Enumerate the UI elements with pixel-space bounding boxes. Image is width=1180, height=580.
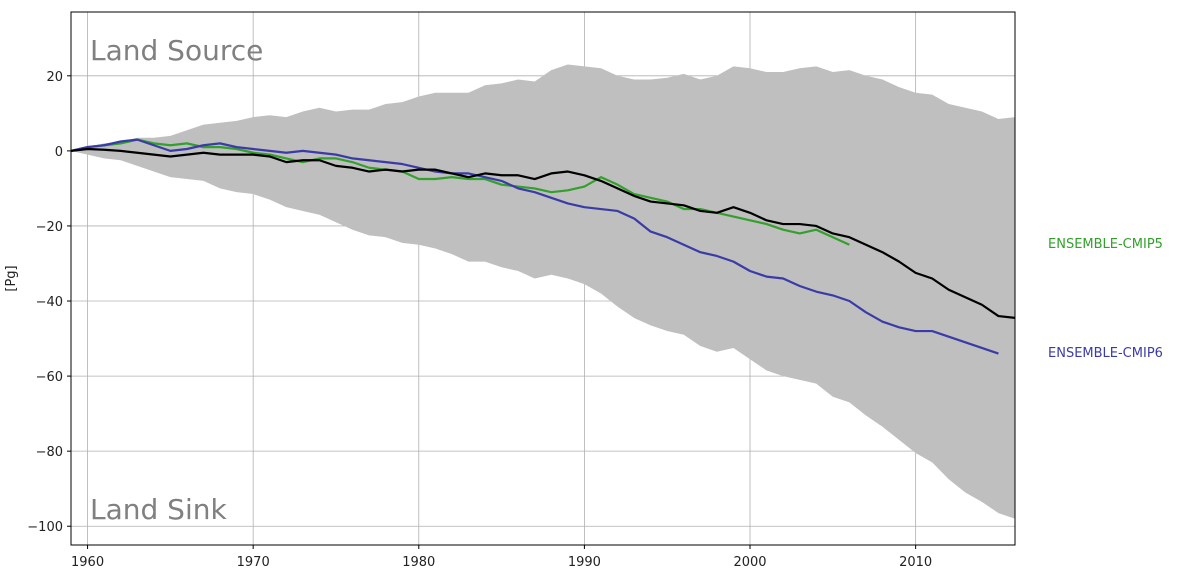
- y-tick-label: −100: [27, 520, 63, 535]
- ticks: 1960 1970 1980 1990 2000 2010 20 0 −20 −40 −60 −80 −…: [27, 70, 932, 570]
- y-tick-label: 20: [46, 70, 63, 85]
- axes-frame: [70, 11, 1016, 546]
- y-tick-label: −80: [36, 445, 63, 460]
- uncertainty-band-area: [71, 64, 1015, 519]
- x-tick-label: 1970: [237, 555, 270, 570]
- x-tick-label: 1990: [568, 555, 601, 570]
- x-tick-label: 2000: [733, 555, 766, 570]
- land-source-annotation: Land Source: [90, 34, 263, 67]
- x-tick-label: 1980: [402, 555, 435, 570]
- uncertainty-band: [71, 64, 1015, 519]
- y-tick-label: −40: [36, 295, 63, 310]
- x-tick-label: 2010: [899, 555, 932, 570]
- x-tick-label: 1960: [71, 555, 104, 570]
- y-tick-label: −60: [36, 370, 63, 385]
- legend-entry-cmip6: ENSEMBLE-CMIP6: [1048, 346, 1163, 361]
- y-tick-label: 0: [55, 145, 63, 160]
- legend-entry-cmip5: ENSEMBLE-CMIP5: [1048, 237, 1163, 252]
- y-tick-label: −20: [36, 220, 63, 235]
- land-sink-annotation: Land Sink: [90, 493, 227, 526]
- y-axis-label: [Pg]: [4, 265, 19, 291]
- ensemble-cmip6-line: [71, 138, 999, 355]
- series-lines: [71, 138, 1015, 355]
- observed-series-line: [71, 147, 1015, 320]
